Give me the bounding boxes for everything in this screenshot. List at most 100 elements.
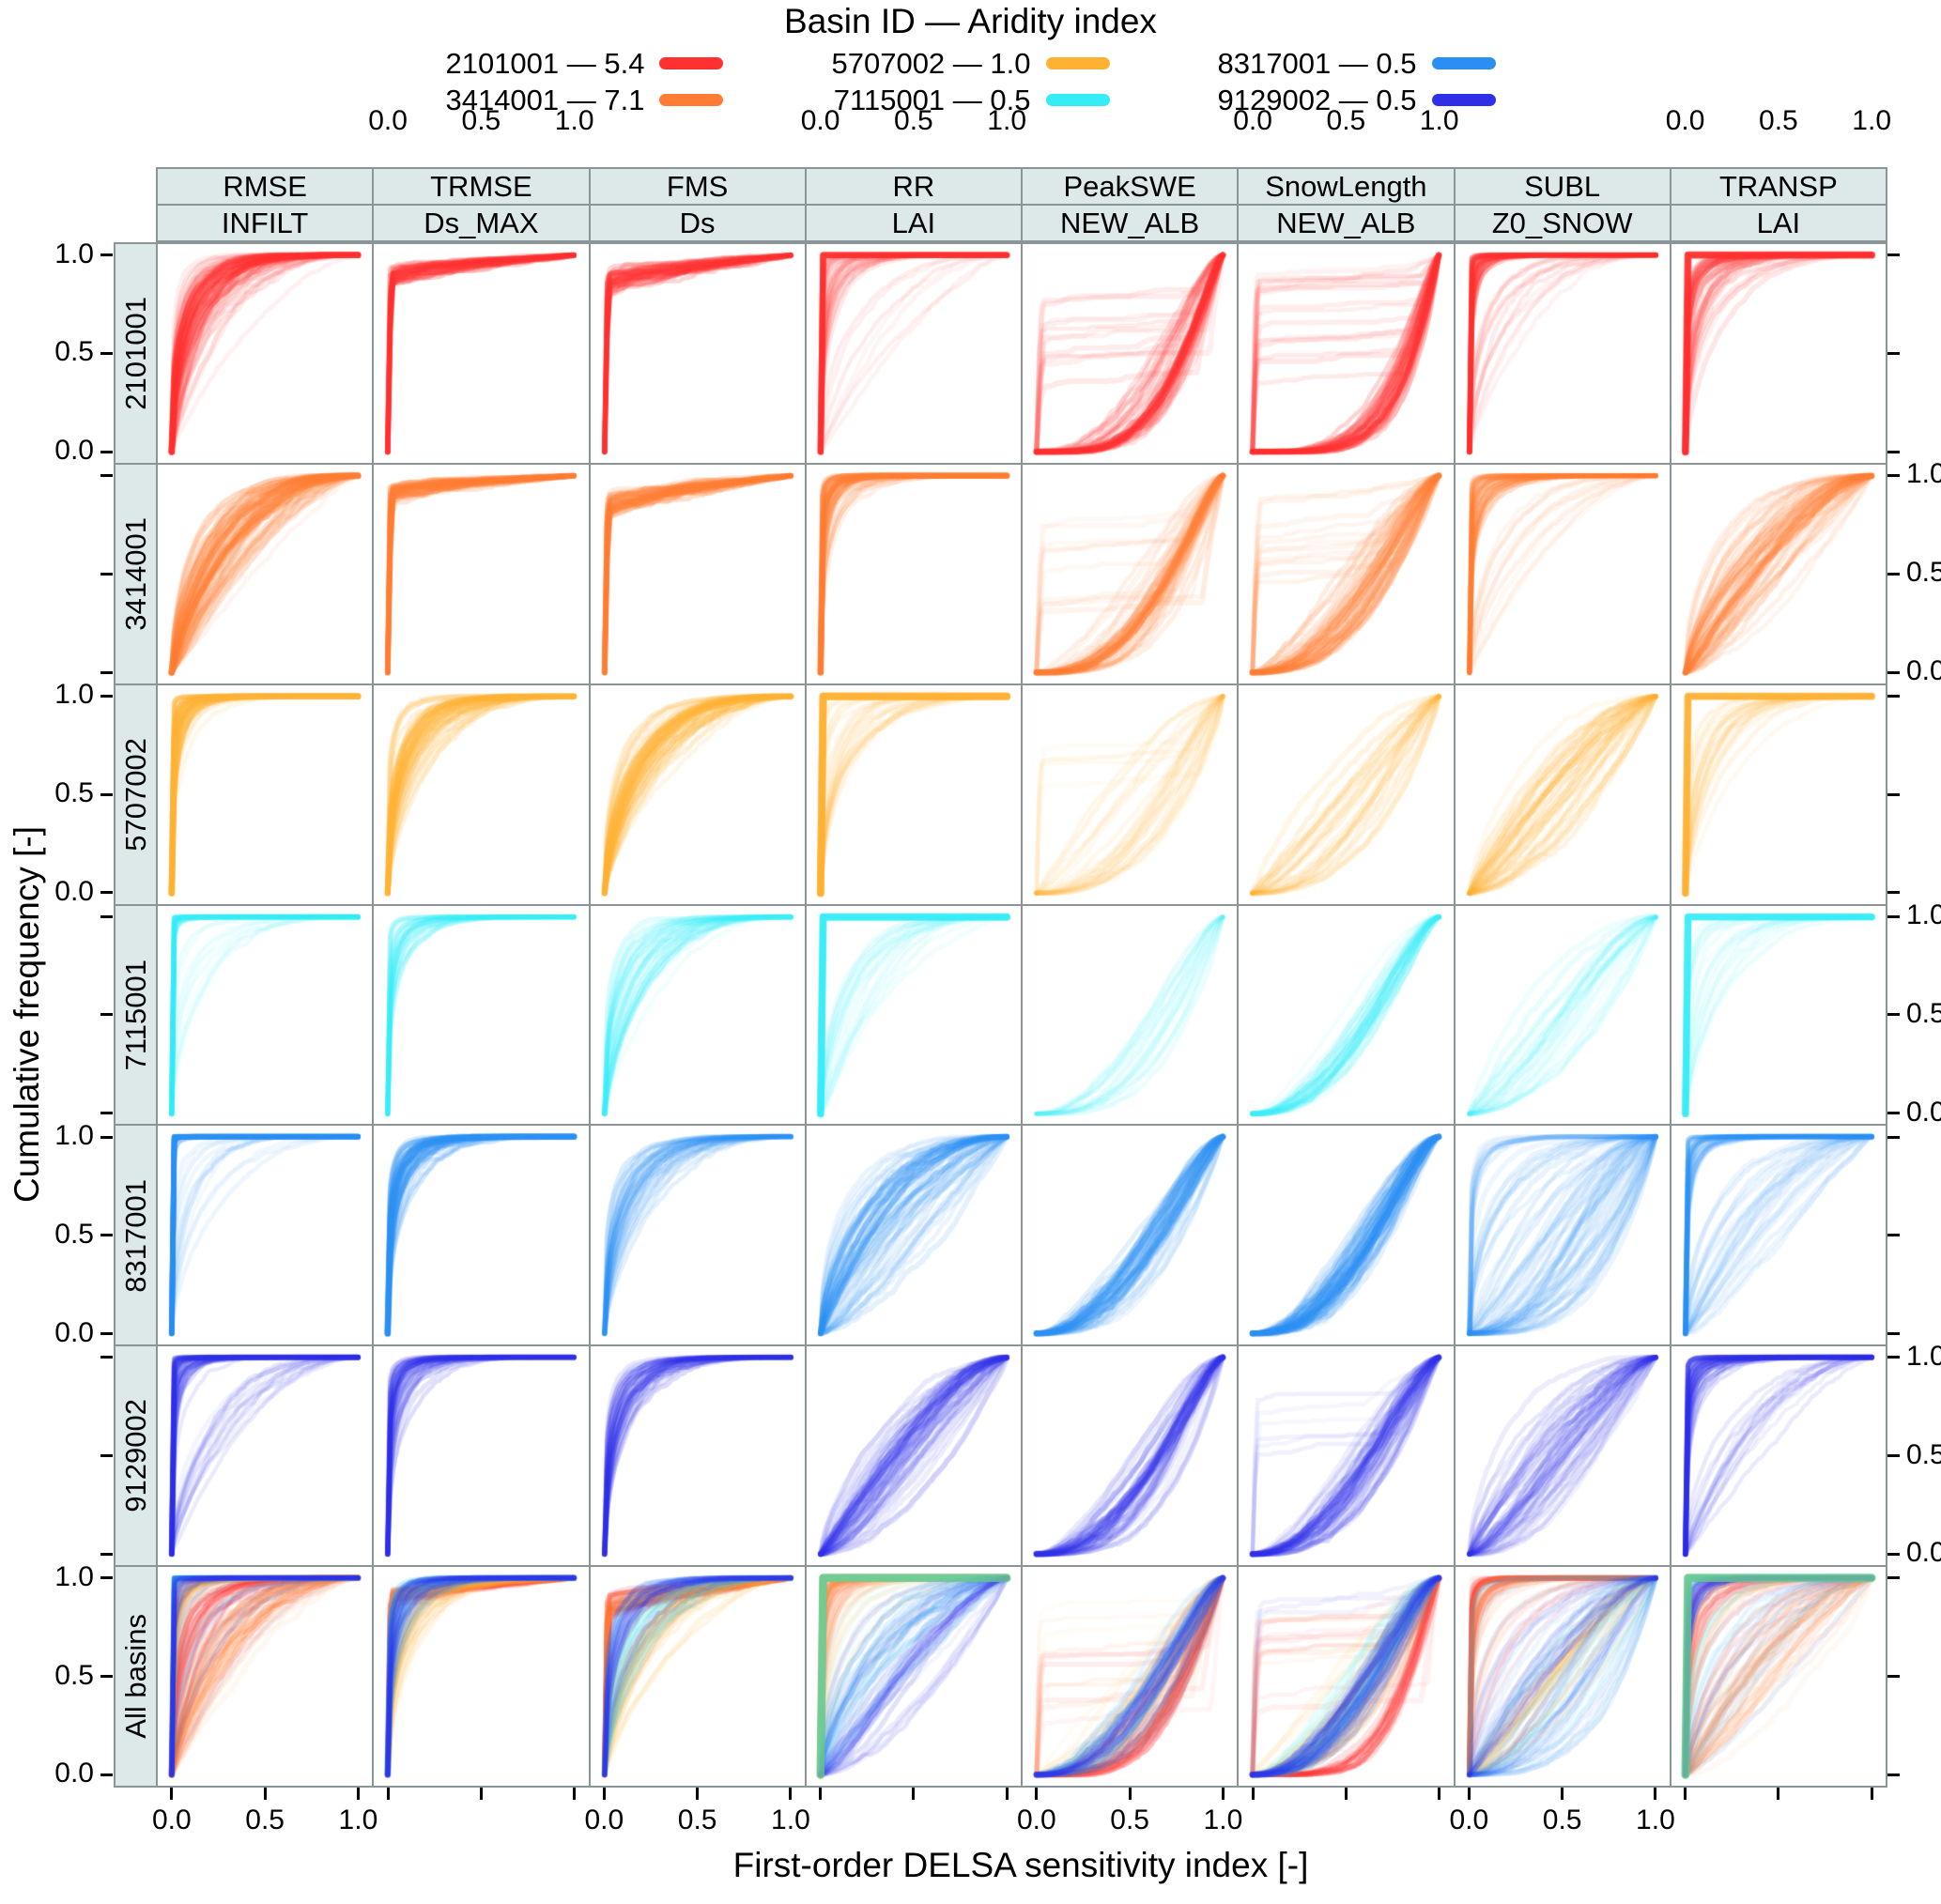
- panel-r4-c5: [1239, 1126, 1454, 1345]
- col-header-param-LAI: LAI: [806, 206, 1021, 240]
- bottom-tick-mark: [1344, 1788, 1348, 1800]
- top-tick-label: 0.5: [461, 105, 501, 136]
- panel-canvas-r3-c2: [590, 905, 805, 1125]
- left-tick-mark: [100, 253, 113, 257]
- bottom-tick-label: 0.0: [1016, 1804, 1056, 1835]
- legend-item-label: 2101001 — 5.4: [445, 46, 645, 80]
- panel-canvas-r4-c0: [158, 1126, 372, 1345]
- left-tick-mark: [100, 473, 113, 477]
- panel-r3-c0: [158, 905, 373, 1125]
- panel-r3-c4: [1023, 905, 1238, 1125]
- left-tick-mark: [100, 1675, 113, 1679]
- panel-canvas-r1-c0: [158, 464, 372, 683]
- panel-r2-c1: [374, 684, 589, 904]
- y-axis-title: Cumulative frequency [-]: [8, 826, 46, 1204]
- right-tick-label: 0.0: [1906, 655, 1941, 687]
- right-tick-label: 0.5: [1906, 557, 1941, 589]
- right-tick-mark: [1887, 694, 1900, 698]
- bottom-tick-mark: [789, 1788, 793, 1800]
- left-tick-mark: [100, 351, 113, 355]
- bottom-tick-label: 1.0: [1203, 1804, 1243, 1835]
- panel-r1-c4: [1023, 464, 1238, 683]
- right-tick-label: 0.0: [1906, 1537, 1941, 1569]
- right-tick-mark: [1887, 914, 1900, 918]
- left-tick-label: 1.0: [54, 679, 94, 711]
- panel-canvas-r6-c2: [590, 1567, 805, 1786]
- panel-r4-c7: [1671, 1126, 1886, 1345]
- top-tick-label: 0.0: [368, 105, 408, 136]
- legend-swatch: [1431, 94, 1496, 106]
- panel-r5-c6: [1455, 1346, 1670, 1566]
- bottom-tick-label: 1.0: [1636, 1804, 1675, 1835]
- panel-canvas-r2-c0: [158, 684, 372, 904]
- right-tick-mark: [1887, 1112, 1900, 1115]
- bottom-tick-mark: [696, 1788, 700, 1800]
- panel-r6-c4: [1023, 1567, 1238, 1786]
- bottom-tick-label: 0.0: [1449, 1804, 1489, 1835]
- right-tick-mark: [1887, 792, 1900, 796]
- left-tick-mark: [100, 1773, 113, 1776]
- right-tick-mark: [1887, 1454, 1900, 1458]
- bottom-tick-label: 1.0: [771, 1804, 810, 1835]
- panel-r5-c3: [806, 1346, 1021, 1566]
- panel-canvas-r3-c5: [1239, 905, 1454, 1125]
- row-strip-7115001: 7115001: [116, 905, 156, 1125]
- right-tick-mark: [1887, 670, 1900, 674]
- panel-r4-c3: [806, 1126, 1021, 1345]
- legend-swatch: [1431, 57, 1496, 69]
- right-tick-mark: [1887, 473, 1900, 477]
- right-tick-mark: [1887, 1773, 1900, 1776]
- panel-r1-c5: [1239, 464, 1454, 683]
- left-tick-mark: [100, 1576, 113, 1580]
- legend: Basin ID — Aridity index 2101001 — 5.4 34…: [0, 0, 1941, 116]
- panel-r4-c4: [1023, 1126, 1238, 1345]
- legend-item: 3414001 — 7.1: [445, 84, 724, 116]
- panel-canvas-r4-c7: [1671, 1126, 1886, 1345]
- right-tick-mark: [1887, 1013, 1900, 1017]
- panel-r1-c2: [590, 464, 805, 683]
- col-header-param-INFILT: INFILT: [158, 206, 373, 240]
- row-strip-8317001: 8317001: [116, 1126, 156, 1345]
- panel-r5-c5: [1239, 1346, 1454, 1566]
- top-tick-label: 0.0: [1665, 105, 1705, 136]
- legend-swatch: [659, 57, 724, 69]
- panel-canvas-r4-c2: [590, 1126, 805, 1345]
- left-tick-label: 1.0: [54, 238, 94, 269]
- legend-swatch: [1045, 94, 1110, 106]
- panel-canvas-r0-c3: [806, 244, 1021, 463]
- bottom-tick-label: 0.5: [1542, 1804, 1582, 1835]
- panel-canvas-r4-c4: [1023, 1126, 1237, 1345]
- bottom-tick-mark: [819, 1788, 823, 1800]
- bottom-tick-mark: [263, 1788, 267, 1800]
- col-header-param-NEW_ALB: NEW_ALB: [1023, 206, 1238, 240]
- bottom-tick-mark: [1684, 1788, 1687, 1800]
- panel-canvas-r2-c4: [1023, 684, 1237, 904]
- bottom-tick-mark: [356, 1788, 360, 1800]
- row-strip-label: 9129002: [118, 1399, 152, 1513]
- bottom-tick-mark: [1467, 1788, 1471, 1800]
- panel-canvas-r4-c6: [1455, 1126, 1670, 1345]
- right-tick-label: 1.0: [1906, 899, 1941, 931]
- bottom-tick-label: 0.5: [1110, 1804, 1149, 1835]
- left-tick-mark: [100, 1234, 113, 1237]
- panel-canvas-r3-c1: [374, 905, 589, 1125]
- row-strip-label: 2101001: [118, 297, 152, 410]
- panel-r0-c3: [806, 244, 1021, 463]
- legend-title: Basin ID — Aridity index: [784, 2, 1157, 40]
- right-tick-label: 0.0: [1906, 1096, 1941, 1128]
- legend-item-label: 9129002 — 0.5: [1217, 83, 1417, 116]
- panel-canvas-r5-c7: [1671, 1346, 1886, 1566]
- panel-r0-c7: [1671, 244, 1886, 463]
- panel-canvas-r0-c6: [1455, 244, 1670, 463]
- panel-canvas-r2-c6: [1455, 684, 1670, 904]
- left-tick-label: 0.0: [54, 875, 94, 907]
- panel-canvas-r6-c6: [1455, 1567, 1670, 1786]
- panel-canvas-r4-c5: [1239, 1126, 1454, 1345]
- bottom-tick-mark: [170, 1788, 174, 1800]
- col-header-metric-PeakSWE: PeakSWE: [1023, 169, 1238, 204]
- right-tick-mark: [1887, 572, 1900, 576]
- panel-r4-c1: [374, 1126, 589, 1345]
- panel-canvas-r3-c3: [806, 905, 1021, 1125]
- right-tick-label: 1.0: [1906, 458, 1941, 490]
- panel-r4-c2: [590, 1126, 805, 1345]
